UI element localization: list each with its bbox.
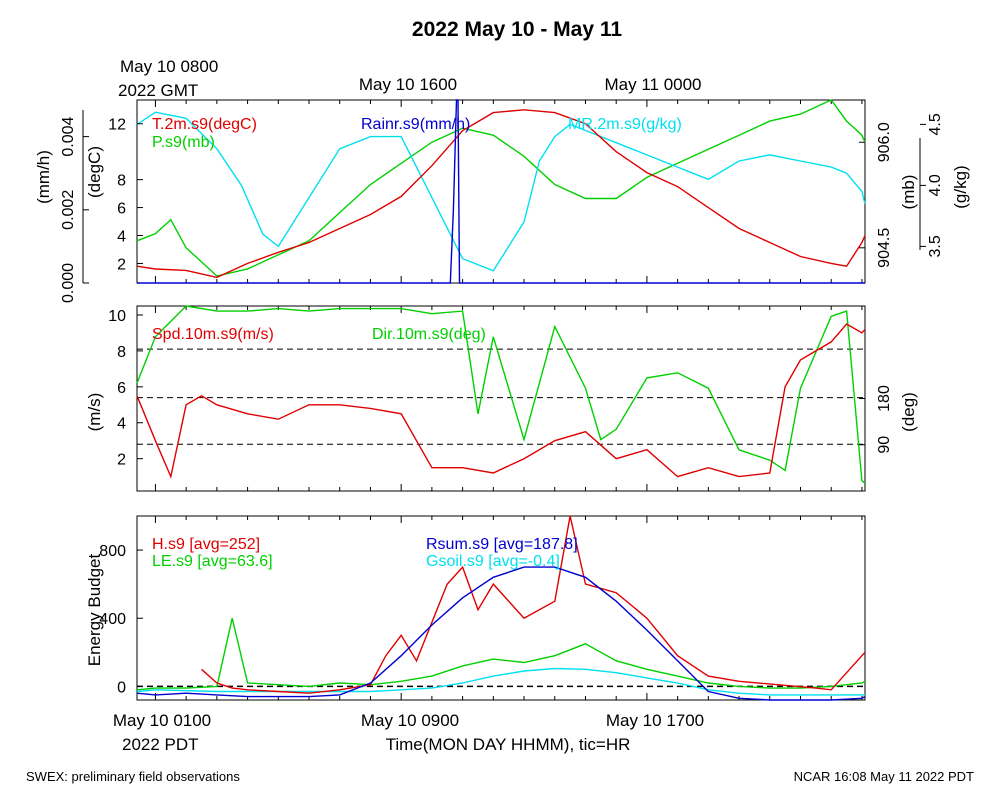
- chart-title: 2022 May 10 - May 11: [412, 18, 622, 41]
- gmt-year-label: 2022 GMT: [118, 81, 198, 100]
- legend-pressure: P.s9(mb): [152, 134, 215, 151]
- legend-latent-heat: LE.s9 [avg=63.6]: [152, 553, 273, 570]
- legend-rain-rate: Rainr.s9(mm/h): [361, 116, 470, 133]
- speed-ytick-label: 2: [117, 452, 126, 469]
- temp-ytick-label: 12: [108, 117, 126, 134]
- rain-rate-series: [137, 99, 865, 284]
- wind-direction-series: [136, 305, 866, 484]
- speed-ytick-label: 10: [108, 308, 126, 325]
- wind-panel: 2 4 6 8 10 (m/s) 90 180 (deg) Spd.10m.s9(m/s) Dir.…: [85, 305, 918, 492]
- temp-ytick-label: 8: [117, 173, 126, 190]
- legend-mixing-ratio: MR.2m.s9(g/kg): [568, 116, 682, 133]
- energy-ytick-label: 800: [99, 543, 126, 560]
- pdt-start-label: May 10 0100: [113, 711, 211, 730]
- speed-ytick-label: 4: [117, 416, 126, 433]
- legend-wind-speed: Spd.10m.s9(m/s): [152, 326, 274, 343]
- footer-right: NCAR 16:08 May 11 2022 PDT: [794, 769, 974, 784]
- rain-ytick-label: 0.000: [60, 263, 77, 303]
- temp-ytick-label: 4: [117, 229, 126, 246]
- footer-left: SWEX: preliminary field observations: [26, 769, 240, 784]
- x-axis-label: Time(MON DAY HHMM), tic=HR: [386, 735, 631, 754]
- pressure-axis-label: (mb): [899, 175, 918, 210]
- temp-ytick-label: 2: [117, 256, 126, 273]
- speed-axis-label: (m/s): [85, 393, 104, 432]
- gmt-mid-label: May 10 1600: [359, 75, 457, 94]
- wind-speed-series: [136, 323, 866, 479]
- gsoil-series: [136, 667, 865, 696]
- mr-ytick-label: 4.5: [927, 113, 944, 135]
- speed-ytick-label: 8: [117, 344, 126, 361]
- rsum-series: [136, 566, 866, 701]
- temp-ytick-label: 6: [117, 201, 126, 218]
- direction-ytick-label: 180: [876, 385, 893, 412]
- pdt-year-label: 2022 PDT: [122, 735, 199, 754]
- pdt-end-label: May 10 1700: [606, 711, 704, 730]
- legend-wind-direction: Dir.10m.s9(deg): [372, 326, 486, 343]
- legend-temperature: T.2m.s9(degC): [152, 116, 257, 133]
- energy-frame: [136, 515, 866, 701]
- energy-axis-label: Energy Budget: [85, 553, 104, 666]
- speed-ytick-label: 6: [117, 380, 126, 397]
- legend-sensible-heat: H.s9 [avg=252]: [152, 536, 260, 553]
- rain-axis-label: (mm/h): [34, 150, 53, 204]
- pdt-mid-label: May 10 0900: [361, 711, 459, 730]
- legend-rsum: Rsum.s9 [avg=187.8]: [426, 536, 578, 553]
- legend-gsoil: Gsoil.s9 [avg=-0.4]: [426, 553, 560, 570]
- rain-ytick-label: 0.004: [60, 116, 77, 156]
- mr-ytick-label: 3.5: [927, 235, 944, 257]
- direction-axis-label: (deg): [899, 392, 918, 432]
- energy-ytick-label: 400: [99, 611, 126, 628]
- temp-axis-label: (degC): [85, 146, 104, 198]
- pressure-ytick-label: 906.0: [876, 122, 893, 162]
- mr-ytick-label: 4.0: [927, 174, 944, 196]
- latent-heat-series: [136, 618, 866, 691]
- temperature-series: [136, 109, 866, 279]
- sensible-heat-series: [201, 515, 866, 694]
- pressure-series: [136, 99, 866, 277]
- gmt-end-label: May 11 0000: [604, 75, 701, 94]
- rain-ytick-label: 0.002: [60, 190, 77, 230]
- met-panel: 0.000 0.002 0.004 (mm/h) 2 4 6 8 12(degC) 904.5 90…: [34, 99, 970, 303]
- mr-axis-label: (g/kg): [951, 165, 970, 208]
- gmt-start-label: May 10 0800: [120, 57, 218, 76]
- mixing-ratio-series: [136, 111, 866, 272]
- direction-ytick-label: 90: [876, 436, 893, 454]
- energy-ytick-label: 0: [117, 679, 126, 696]
- pressure-ytick-label: 904.5: [876, 228, 893, 268]
